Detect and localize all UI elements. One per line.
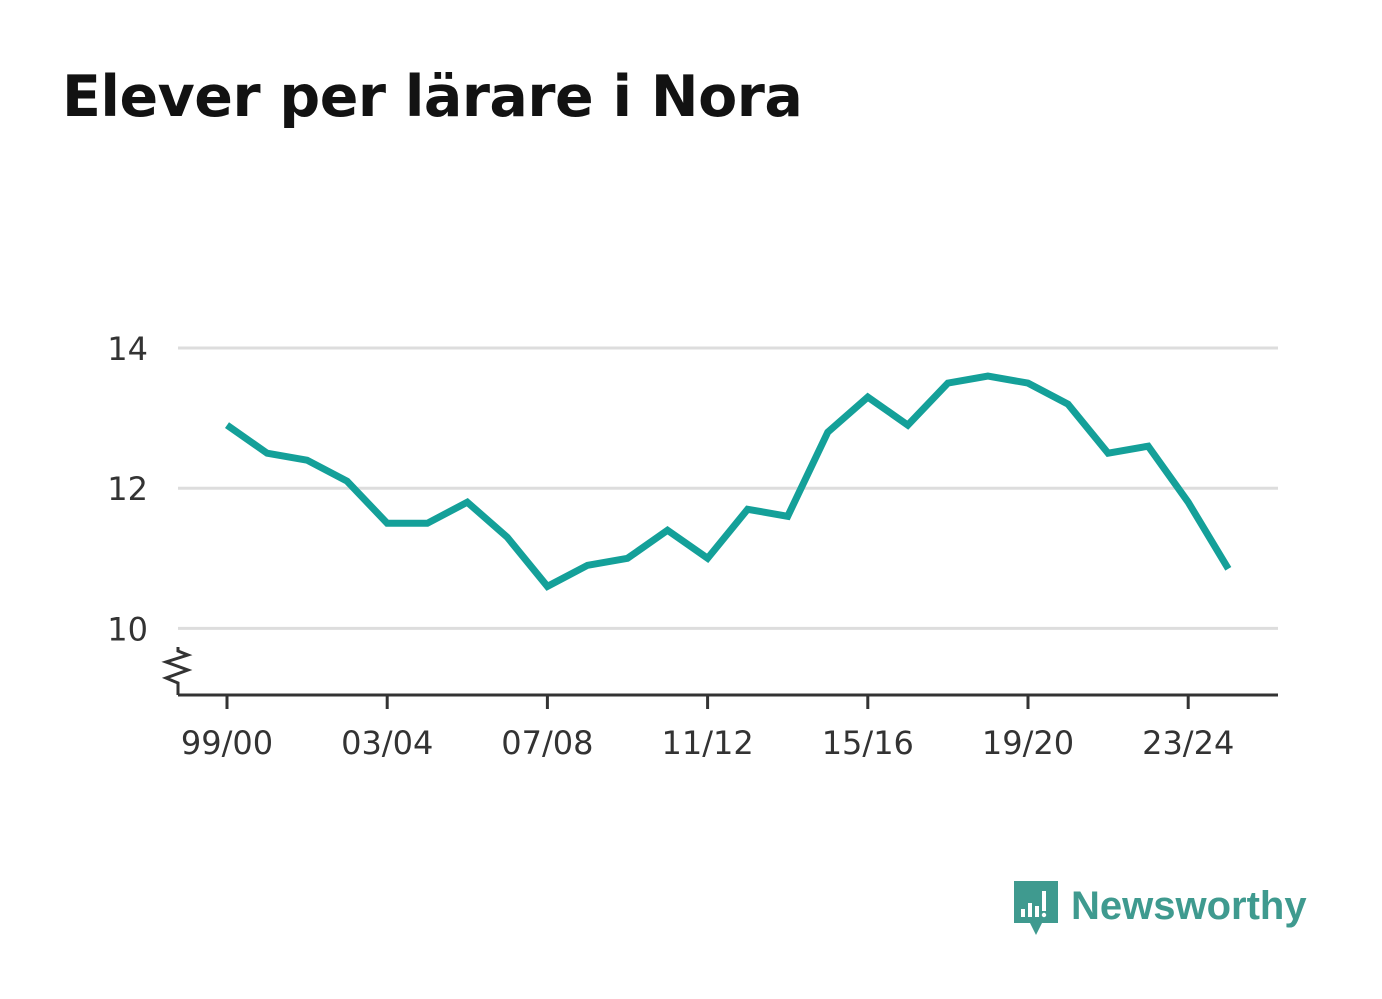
bar-chart-speech-bubble-icon [1014, 881, 1058, 935]
gridlines [178, 346, 1278, 630]
x-tick-label: 19/20 [982, 724, 1074, 762]
y-tick-label: 10 [107, 610, 148, 648]
x-tick-label: 07/08 [501, 724, 593, 762]
x-tick-label: 03/04 [341, 724, 433, 762]
y-axis-break-icon [161, 647, 193, 695]
x-tick-label: 15/16 [822, 724, 914, 762]
x-tick-label: 11/12 [661, 724, 753, 762]
chart-title: Elever per lärare i Nora [62, 64, 803, 130]
y-tick-label: 14 [107, 330, 148, 368]
x-axis-ticks: 99/00 03/04 07/08 11/12 15/16 19/20 23/24 [181, 695, 1234, 762]
series-line-0 [224, 372, 1232, 591]
y-tick-label: 12 [107, 470, 148, 508]
newsworthy-logo: Newsworthy [1011, 879, 1307, 939]
series-group [224, 372, 1232, 591]
x-tick-label: 23/24 [1142, 724, 1234, 762]
x-tick-label: 99/00 [181, 724, 273, 762]
brand-name: Newsworthy [1071, 883, 1307, 928]
y-axis-labels: 10 12 14 [107, 330, 148, 648]
